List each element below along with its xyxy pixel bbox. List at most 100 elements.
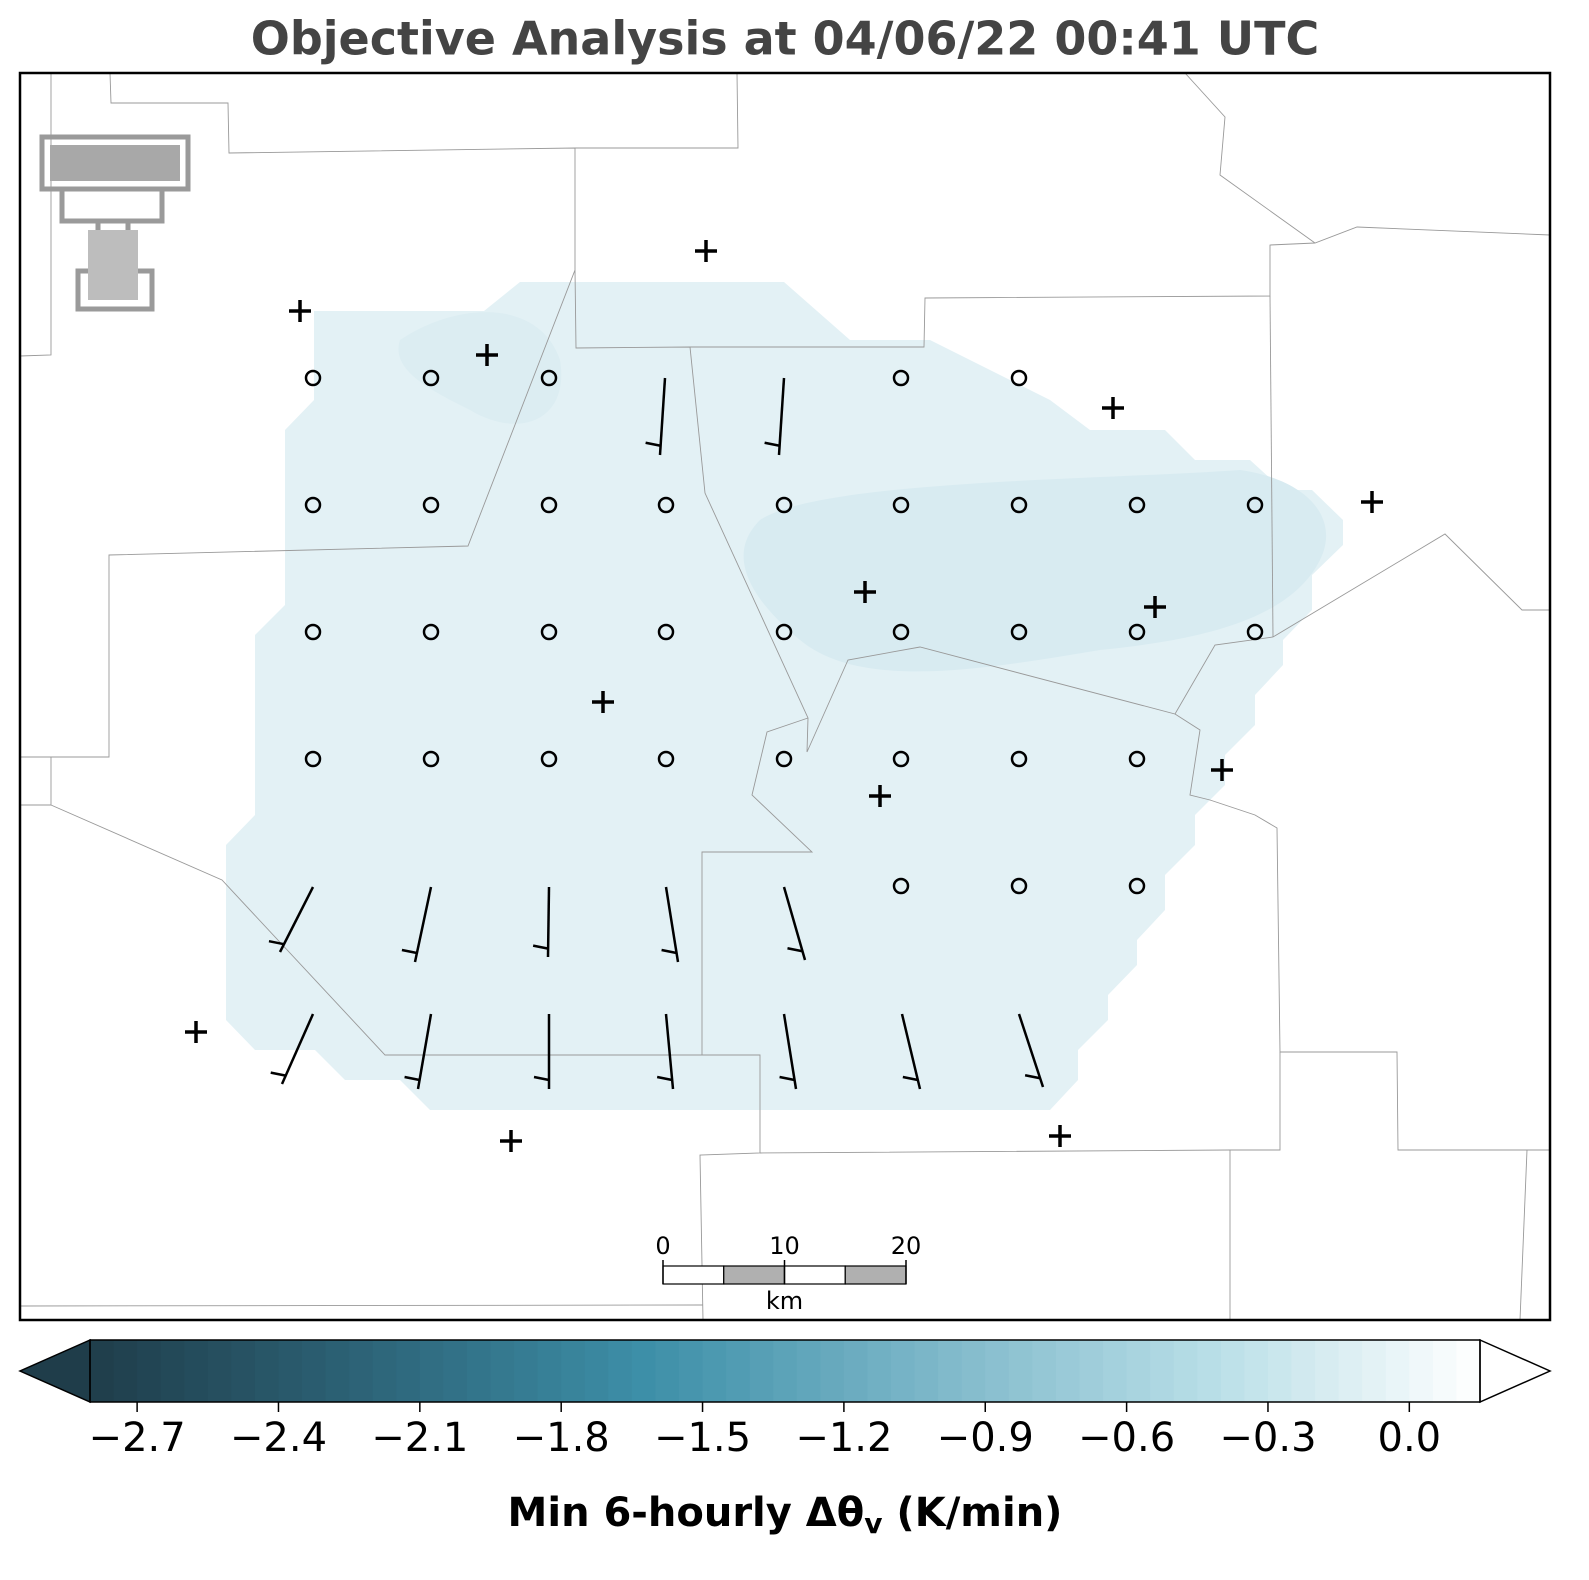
station-plus	[1211, 759, 1233, 781]
calm-circle	[892, 877, 910, 895]
colorbar-segment	[584, 1340, 609, 1402]
colorbar-segment	[1385, 1340, 1410, 1402]
colorbar-tick-label: −0.9	[937, 1415, 1034, 1461]
wind-barb	[661, 886, 680, 963]
calm-circle	[422, 750, 440, 768]
wind-barb	[268, 886, 315, 953]
barb-flag	[268, 939, 285, 946]
colorbar-segment	[726, 1340, 751, 1402]
barb-flag	[404, 1075, 420, 1082]
wind-barb	[645, 377, 667, 456]
colorbar-tick-label: −1.5	[654, 1415, 751, 1461]
calm-circle	[540, 369, 558, 387]
colorbar-segment	[796, 1340, 821, 1402]
colorbar-segment	[1432, 1340, 1458, 1402]
colorbar-segment	[1150, 1340, 1175, 1402]
colorbar-label-part: (K/min)	[882, 1490, 1062, 1536]
colorbar-segment	[1244, 1340, 1269, 1402]
calm-circle	[657, 496, 675, 514]
colorbar-segment	[443, 1340, 468, 1402]
scale-segment	[723, 1265, 786, 1285]
station-plus	[1144, 596, 1166, 618]
colorbar-segment	[938, 1340, 963, 1402]
scale-segment	[662, 1265, 725, 1285]
colorbar-label-part: v	[864, 1507, 882, 1540]
barb-staff	[546, 886, 551, 958]
colorbar-segment	[773, 1340, 798, 1402]
colorbar-segment	[1008, 1340, 1033, 1402]
calm-circle	[422, 369, 440, 387]
colorbar-segment	[278, 1340, 303, 1402]
station-plus	[289, 300, 311, 322]
barb-flag	[533, 1075, 550, 1082]
colorbar-segment	[1103, 1340, 1128, 1402]
barb-staff	[413, 886, 433, 963]
station-plus	[1049, 1125, 1071, 1147]
calm-circle	[1246, 496, 1264, 514]
wind-barb	[532, 886, 551, 958]
colorbar-segment	[372, 1340, 397, 1402]
calm-circle	[775, 496, 793, 514]
barb-flag	[661, 948, 677, 955]
barb-flag	[401, 948, 418, 955]
calm-circle	[657, 623, 675, 641]
colorbar-segment	[1126, 1340, 1151, 1402]
colorbar-segment	[1291, 1340, 1316, 1402]
colorbar-segment	[113, 1340, 138, 1402]
barb-flag	[902, 1075, 919, 1082]
wind-barb	[404, 1013, 433, 1090]
calm-circle	[540, 623, 558, 641]
colorbar-extend-high	[1479, 1338, 1552, 1404]
colorbar-extend-low	[18, 1338, 91, 1404]
colorbar-tick-label: −0.3	[1219, 1415, 1316, 1461]
colorbar-segment	[349, 1340, 374, 1402]
calm-circle	[1128, 877, 1146, 895]
wind-barb	[1017, 1013, 1045, 1088]
barb-flag	[764, 441, 780, 447]
barb-staff	[416, 1013, 433, 1090]
barb-flag	[645, 441, 661, 447]
map-frame	[18, 71, 1552, 1322]
colorbar-label-part: Min 6-hourly Δθ	[508, 1490, 865, 1536]
station-plus	[1361, 491, 1383, 513]
wind-barb	[401, 886, 433, 963]
station-plus	[869, 785, 891, 807]
station-plus	[500, 1130, 522, 1152]
barb-flag	[270, 1071, 286, 1077]
colorbar-segment	[1079, 1340, 1104, 1402]
scale-unit: km	[766, 1287, 803, 1315]
barb-staff	[664, 1013, 675, 1090]
colorbar-segment	[843, 1340, 869, 1402]
colorbar-segment	[90, 1340, 115, 1402]
station-plus	[592, 691, 614, 713]
colorbar-segment	[985, 1340, 1010, 1402]
wind-barb	[779, 1013, 798, 1090]
station-plus	[695, 240, 717, 262]
map: 0 10 20 km	[18, 71, 1552, 1322]
colorbar-segment	[1315, 1340, 1340, 1402]
colorbar-segment	[608, 1340, 633, 1402]
calm-circle	[892, 496, 910, 514]
colorbar-segment	[207, 1340, 232, 1402]
analysis-field-inner	[398, 312, 562, 424]
calm-circle	[304, 496, 322, 514]
colorbar-segment	[514, 1340, 539, 1402]
colorbar-segment	[1338, 1340, 1363, 1402]
colorbar-segment	[1409, 1340, 1434, 1402]
colorbar-segment	[1362, 1340, 1387, 1402]
barb-staff	[900, 1013, 922, 1090]
colorbar-segment	[302, 1340, 327, 1402]
colorbar-segment	[1267, 1340, 1293, 1402]
scale-segment	[783, 1265, 846, 1285]
scale-bar: 0 10 20 km	[655, 1232, 921, 1315]
colorbar-segment	[655, 1340, 680, 1402]
colorbar-segment	[396, 1340, 421, 1402]
colorbar-tick-label: −1.2	[795, 1415, 892, 1461]
barb-staff	[664, 886, 680, 963]
colorbar-segment	[1055, 1340, 1081, 1402]
calm-circle	[1010, 750, 1028, 768]
colorbar-segment	[1220, 1340, 1246, 1402]
colorbar-segment	[561, 1340, 586, 1402]
calm-circle	[1128, 496, 1146, 514]
barb-staff	[658, 377, 667, 456]
